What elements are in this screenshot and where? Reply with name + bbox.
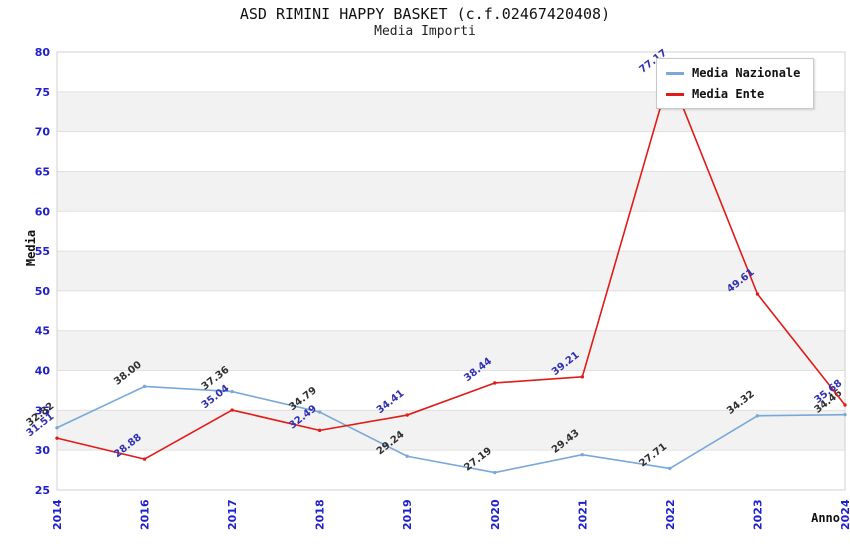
legend-box: Media Nazionale Media Ente — [656, 58, 814, 109]
x-tick-label: 2018 — [314, 499, 327, 530]
y-tick-label: 65 — [35, 165, 50, 178]
data-point — [493, 381, 497, 385]
x-axis-title: Anno — [811, 511, 840, 525]
x-tick-label: 2017 — [226, 499, 239, 530]
y-tick-label: 75 — [35, 86, 50, 99]
y-tick-label: 45 — [35, 325, 50, 338]
data-point — [317, 428, 322, 433]
y-tick-label: 30 — [35, 444, 51, 457]
data-point — [843, 412, 847, 417]
data-point — [755, 292, 760, 296]
plot-band — [57, 171, 845, 212]
series-line-nazionale — [56, 385, 846, 474]
data-point — [580, 375, 585, 379]
series-line-ente — [56, 73, 846, 460]
y-tick-label: 55 — [35, 245, 50, 258]
data-point — [668, 466, 672, 471]
x-tick-label: 2021 — [576, 499, 589, 530]
data-point — [230, 408, 234, 412]
data-point — [55, 436, 59, 440]
data-point — [142, 457, 147, 461]
data-point — [755, 414, 760, 418]
y-axis-title: Media — [24, 229, 38, 267]
data-point — [55, 426, 59, 430]
x-tick-label: 2019 — [401, 499, 414, 530]
y-tick-label: 25 — [35, 484, 50, 497]
x-tick-label: 2023 — [751, 499, 764, 530]
data-point — [580, 453, 585, 457]
y-tick-label: 50 — [35, 285, 51, 298]
data-point — [405, 413, 409, 417]
legend-label-ente: Media Ente — [692, 87, 765, 101]
data-point — [230, 389, 234, 394]
plot-border — [56, 51, 846, 491]
data-point — [142, 384, 147, 389]
y-tick-label: 35 — [35, 404, 50, 417]
legend-entry-media-ente: Media Ente — [666, 87, 804, 101]
plot-band — [57, 251, 845, 291]
data-point — [405, 454, 409, 458]
y-tick-label: 40 — [35, 365, 51, 378]
x-tick-label: 2022 — [664, 499, 677, 530]
legend-line-swatch-nazionale — [666, 71, 684, 75]
data-point — [843, 403, 847, 407]
x-tick-label: 2014 — [51, 499, 64, 530]
chart-title: ASD RIMINI HAPPY BASKET (c.f.02467420408… — [239, 5, 611, 23]
legend-label-nazionale: Media Nazionale — [692, 66, 801, 80]
data-point — [493, 470, 497, 475]
plot-band — [57, 330, 845, 371]
y-tick-label: 80 — [35, 46, 51, 59]
data-point — [317, 410, 322, 414]
y-tick-label: 70 — [35, 126, 51, 139]
chart-subtitle: Media Importi — [374, 24, 476, 39]
legend-line-swatch-ente — [666, 92, 684, 96]
x-tick-label: 2016 — [139, 499, 152, 530]
x-tick-label: 2020 — [489, 499, 502, 530]
y-tick-label: 60 — [35, 205, 51, 218]
x-tick-label: 2024 — [839, 499, 850, 530]
legend-entry-media-nazionale: Media Nazionale — [666, 66, 804, 80]
plot-band — [57, 410, 845, 451]
